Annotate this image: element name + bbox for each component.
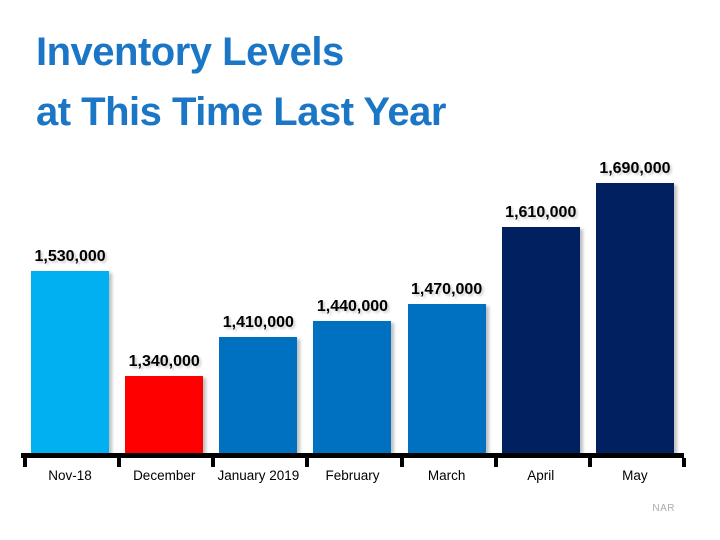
chart-category-nov-18: 1,530,000: [23, 183, 117, 453]
source-attribution: NAR: [652, 503, 675, 514]
x-axis-tick: [23, 458, 27, 467]
x-axis-tick: [117, 458, 121, 467]
chart-category-march: 1,470,000: [400, 183, 494, 453]
x-axis-label-march: March: [427, 468, 466, 483]
x-axis-tick: [305, 458, 309, 467]
chart-category-february: 1,440,000: [305, 183, 399, 453]
x-axis-label-february: February: [325, 468, 380, 483]
x-axis-label-april: April: [527, 468, 555, 483]
x-axis-label-nov-18: Nov-18: [48, 468, 92, 483]
bar-chart-plot-area: 1,530,000 1,340,000 1,410,000 1,440,000 1,47…: [23, 160, 682, 453]
bar-value-label: 1,470,000: [411, 281, 483, 298]
chart-category-may: 1,690,000: [588, 160, 682, 453]
title-line-1: Inventory Levels: [36, 30, 344, 74]
bar-value-label: 1,690,000: [599, 160, 671, 177]
bar-april: 1,610,000: [501, 204, 580, 453]
x-axis-label-december: December: [133, 468, 196, 483]
title-line-2: at This Time Last Year: [36, 90, 446, 134]
bar-nov-18: 1,530,000: [31, 248, 110, 453]
bar-value-label: 1,440,000: [316, 298, 389, 315]
chart-category-april: 1,610,000: [494, 183, 588, 453]
bar-february: 1,440,000: [313, 298, 392, 453]
x-axis-tick: [211, 458, 215, 467]
x-axis-tick: [682, 458, 686, 467]
bar-december: 1,340,000: [125, 353, 204, 453]
bar-value-label: 1,340,000: [128, 353, 200, 370]
x-axis-label-row: Nov-18 December January 2019 February March A…: [23, 468, 682, 483]
chart-category-december: 1,340,000: [117, 183, 211, 453]
x-axis-label-january-2019: January 2019: [217, 468, 300, 483]
bar-value-label: 1,610,000: [505, 204, 577, 221]
x-axis-line: [21, 453, 686, 467]
x-axis-tick: [588, 458, 592, 467]
bar-january-2019: 1,410,000: [219, 314, 298, 453]
x-axis-tick: [494, 458, 498, 467]
x-axis-label-may: May: [622, 468, 648, 483]
bar-march: 1,470,000: [407, 281, 486, 453]
bar-may: 1,690,000: [595, 160, 674, 453]
bar-value-label: 1,410,000: [222, 314, 294, 331]
x-axis-tick: [400, 458, 404, 467]
chart-category-january-2019: 1,410,000: [211, 183, 305, 453]
bar-value-label: 1,530,000: [34, 248, 106, 265]
chart-title: Inventory Levels at This Time Last Year: [36, 22, 446, 142]
